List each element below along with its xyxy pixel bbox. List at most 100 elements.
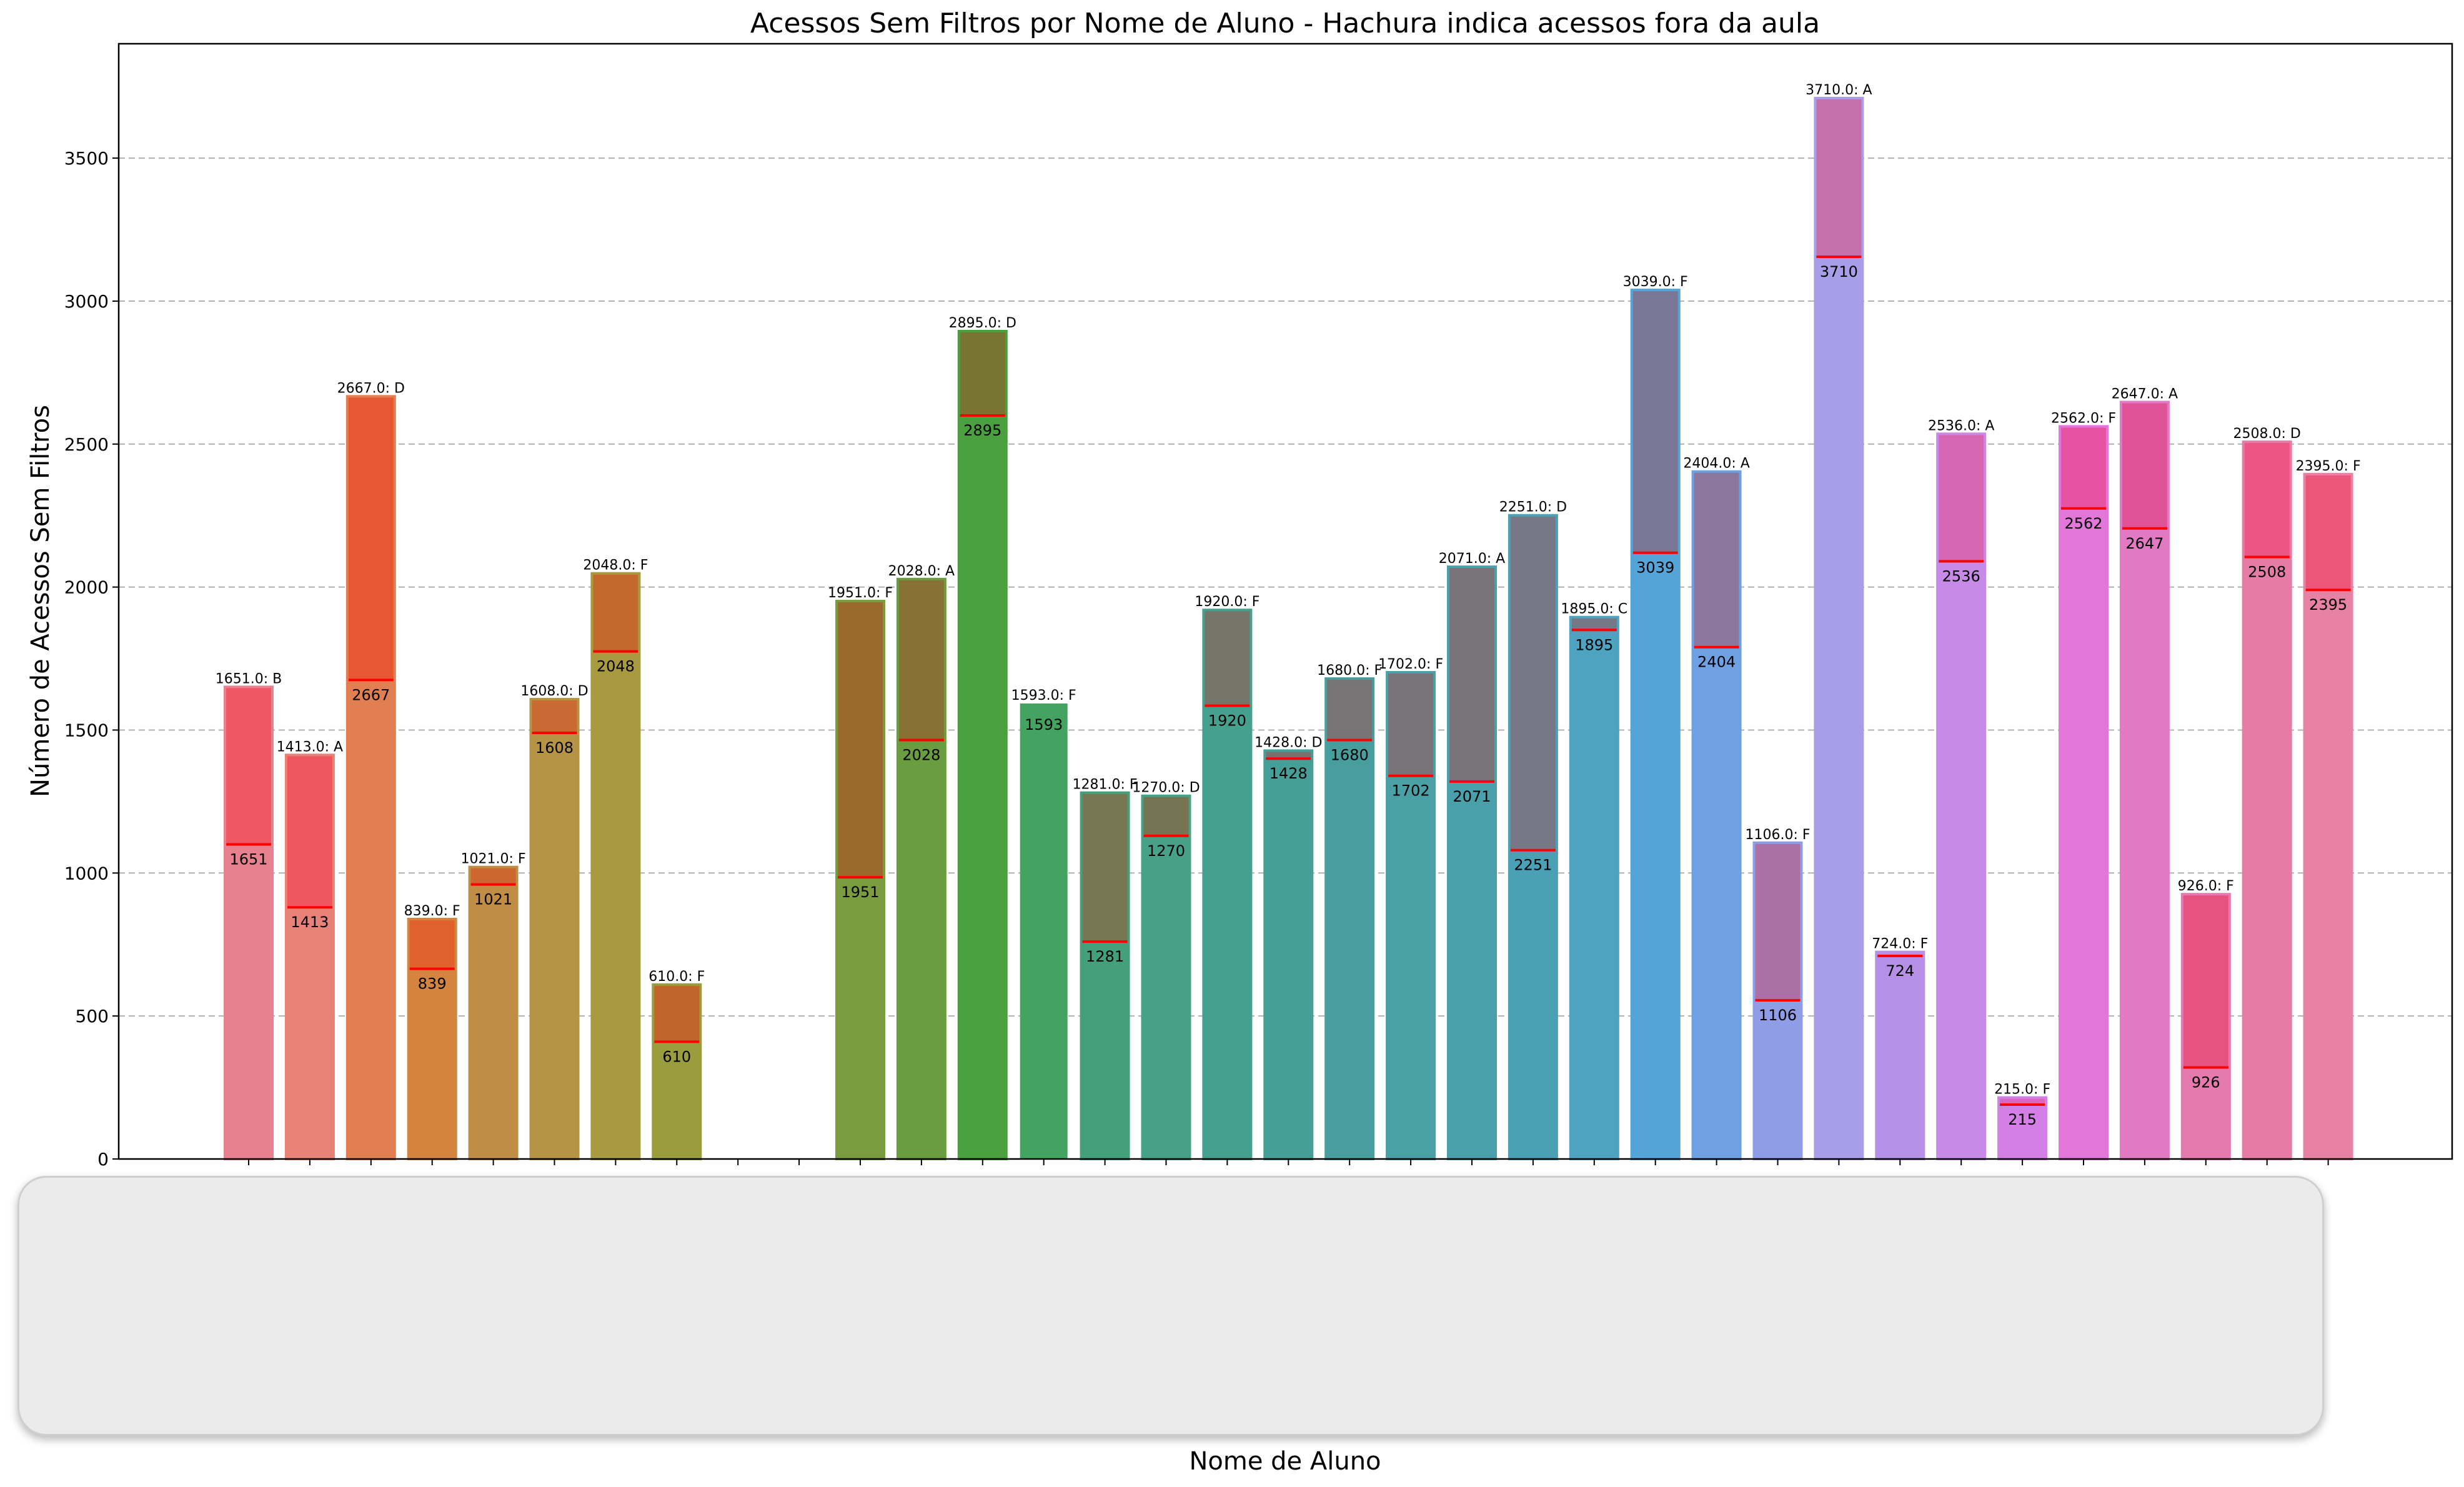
outside-class-segment xyxy=(1509,515,1557,850)
outside-class-segment xyxy=(1570,617,1618,630)
outside-class-segment xyxy=(2120,402,2168,529)
bar-top-label: 2536.0: A xyxy=(1928,418,1994,434)
chart-title: Acessos Sem Filtros por Nome de Aluno - … xyxy=(750,7,1820,39)
bar-value-label: 2404 xyxy=(1697,654,1736,671)
bar xyxy=(469,867,517,1159)
bar xyxy=(1326,679,1374,1159)
bar-top-label: 2395.0: F xyxy=(2296,459,2361,474)
bar-value-label: 1021 xyxy=(474,891,512,908)
outside-class-segment xyxy=(2243,442,2291,557)
bar-value-label: 1593 xyxy=(1025,716,1063,734)
bar-top-label: 1106.0: F xyxy=(1745,827,1810,843)
outside-class-segment xyxy=(1081,792,1129,942)
outside-class-segment xyxy=(530,699,579,734)
outside-class-segment xyxy=(286,755,334,908)
bar-value-label: 2028 xyxy=(902,746,940,763)
y-tick-label: 1000 xyxy=(64,863,109,883)
bar-value-label: 1895 xyxy=(1575,636,1613,654)
bar-value-label: 3710 xyxy=(1820,263,1858,281)
bars xyxy=(224,96,2353,1161)
bar xyxy=(1999,1097,2047,1159)
outside-class-segment xyxy=(2304,474,2352,590)
bar xyxy=(530,699,579,1159)
bar-top-label: 1680.0: F xyxy=(1317,663,1382,679)
outside-class-segment xyxy=(1937,434,1985,562)
bar-value-label: 2562 xyxy=(2064,515,2102,532)
bar-value-label: 1920 xyxy=(1208,712,1246,730)
bar-value-label: 2647 xyxy=(2125,535,2163,552)
outside-class-segment xyxy=(1815,97,1863,257)
outside-class-segment xyxy=(1264,750,1313,759)
bar-value-label: 2508 xyxy=(2248,564,2286,581)
bar-value-label: 839 xyxy=(418,975,447,993)
bar-value-label: 215 xyxy=(2008,1111,2037,1128)
bar-value-label: 2536 xyxy=(1942,567,1980,585)
y-tick-label: 3000 xyxy=(64,291,109,312)
outside-class-segment xyxy=(1754,842,1802,1000)
bar-top-label: 2562.0: F xyxy=(2051,410,2116,426)
bar-value-label: 1270 xyxy=(1147,842,1185,860)
bar-value-label: 1413 xyxy=(291,913,329,931)
bar-value-label: 1608 xyxy=(535,739,574,757)
bar-value-label: 1281 xyxy=(1086,948,1124,965)
bar-value-label: 724 xyxy=(1885,962,1914,980)
bar-value-label: 2667 xyxy=(352,686,390,704)
bar-top-label: 2028.0: A xyxy=(888,564,955,579)
bar-top-label: 1608.0: D xyxy=(520,684,588,699)
bar-top-label: 2667.0: D xyxy=(337,380,405,396)
bar-top-label: 1702.0: F xyxy=(1378,657,1443,672)
bar-value-label: 1702 xyxy=(1392,782,1430,800)
y-axis-ticks: 0 500 1000 1500 2000 2500 3000 3500 xyxy=(64,148,2329,1170)
x-axis-label: Nome de Aluno xyxy=(1189,1447,1381,1476)
bar-value-label: 2395 xyxy=(2309,596,2347,614)
bar-top-label: 2647.0: A xyxy=(2112,386,2178,402)
bar-top-label: 724.0: F xyxy=(1872,937,1928,952)
bar xyxy=(592,573,640,1159)
outside-class-segment xyxy=(592,573,640,652)
bar-top-label: 1895.0: C xyxy=(1561,602,1627,617)
bar-value-label: 1951 xyxy=(841,883,879,901)
y-tick-label: 1500 xyxy=(64,720,109,740)
bar-top-label: 1270.0: D xyxy=(1132,780,1200,796)
outside-class-segment xyxy=(837,601,884,878)
bar-value-label: 2048 xyxy=(597,658,635,675)
bar-value-label: 1680 xyxy=(1331,746,1369,763)
bar-top-label: 1593.0: F xyxy=(1011,688,1076,704)
bar-top-label: 610.0: F xyxy=(648,969,705,985)
bar-top-label: 215.0: F xyxy=(1994,1082,2050,1098)
outside-class-segment xyxy=(653,984,701,1042)
bar xyxy=(1570,617,1618,1159)
outside-class-segment xyxy=(1631,290,1679,553)
bar-top-label: 1021.0: F xyxy=(461,852,526,867)
outside-class-segment xyxy=(958,331,1006,415)
outside-class-segment xyxy=(1142,795,1190,836)
plot-frame xyxy=(117,42,2453,1160)
bar xyxy=(2060,426,2107,1159)
bar-value-label: 2071 xyxy=(1453,788,1491,805)
bar-top-label: 1651.0: B xyxy=(216,671,282,687)
bar-top-label: 926.0: F xyxy=(2178,878,2234,894)
bar-top-label: 2251.0: D xyxy=(1499,500,1567,515)
bar-top-label: 2508.0: D xyxy=(2233,426,2301,442)
bar-value-label: 610 xyxy=(662,1048,691,1065)
outside-class-segment xyxy=(2182,894,2230,1068)
outside-class-segment xyxy=(2060,426,2107,509)
bar-top-label: 2048.0: F xyxy=(583,558,648,574)
y-tick-label: 0 xyxy=(97,1149,109,1170)
outside-class-segment xyxy=(1999,1097,2047,1105)
bar-top-label: 1413.0: A xyxy=(277,739,343,755)
bar-top-label: 3039.0: F xyxy=(1623,274,1688,290)
y-tick-label: 2000 xyxy=(64,577,109,598)
bar-top-label: 839.0: F xyxy=(404,903,460,919)
bar-top-label: 1920.0: F xyxy=(1195,594,1259,610)
bar-top-label: 1951.0: F xyxy=(828,585,893,601)
bar-value-label: 1651 xyxy=(229,851,267,868)
outside-class-segment xyxy=(347,396,395,680)
bar xyxy=(1264,750,1313,1159)
bar xyxy=(2243,442,2291,1159)
outside-class-segment xyxy=(897,579,945,740)
y-tick-label: 2500 xyxy=(64,434,109,455)
bar-top-label: 3710.0: A xyxy=(1806,82,1872,98)
y-tick-label: 500 xyxy=(76,1006,109,1027)
